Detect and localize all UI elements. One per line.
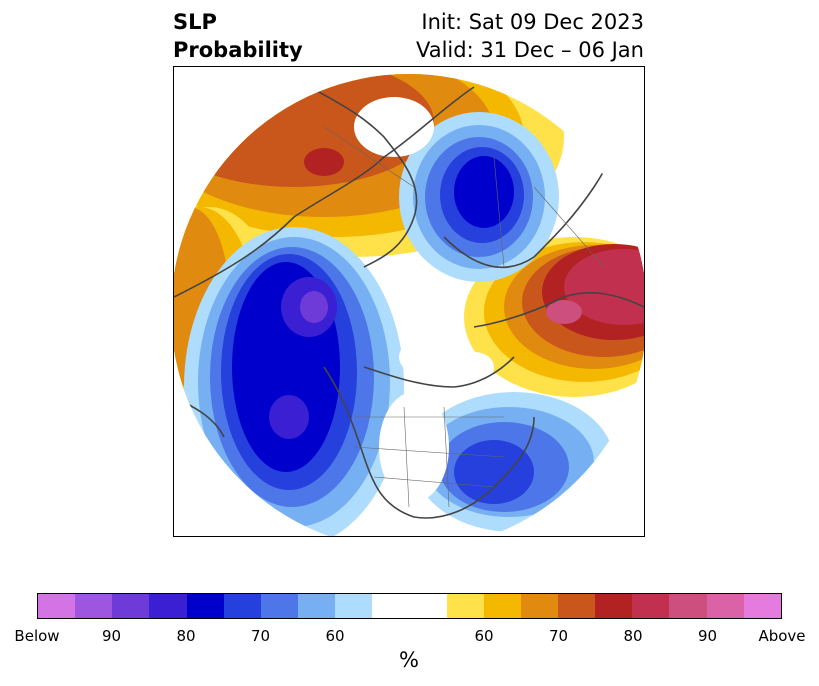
colorbar-segment [372, 594, 410, 618]
colorbar-segment [297, 594, 336, 618]
colorbar-segment [520, 594, 558, 618]
below-anomaly-polar [399, 112, 559, 282]
colorbar-segment [483, 594, 521, 618]
probability-fields [174, 74, 644, 536]
colorbar-tick-label: 60 [325, 627, 345, 645]
colorbar-tick-label: Above [758, 627, 806, 645]
colorbar-tick-label: 90 [101, 627, 122, 645]
colorbar-tick-label: 60 [474, 627, 494, 645]
colorbar-segment [595, 594, 633, 618]
colorbar-segment [557, 594, 596, 618]
colorbar-segment [149, 594, 187, 618]
colorbar-tick-label: Below [14, 627, 60, 645]
colorbar-segment [632, 594, 670, 618]
colorbar-segment [38, 594, 76, 618]
colorbar-segment [335, 594, 373, 618]
forecast-dates: Init: Sat 09 Dec 2023 Valid: 31 Dec – 06… [416, 8, 644, 64]
colorbar-segment [260, 594, 298, 618]
below-anomaly-atlantic [414, 392, 614, 532]
title-line-variable: SLP [173, 10, 217, 34]
colorbar-segment [112, 594, 150, 618]
colorbar [37, 593, 782, 619]
valid-date-range: Valid: 31 Dec – 06 Jan [415, 38, 644, 62]
below-anomaly-pacific [184, 227, 404, 536]
colorbar-tick-label: 90 [697, 627, 718, 645]
colorbar-tick-label: 70 [548, 627, 569, 645]
init-date: Init: Sat 09 Dec 2023 [421, 10, 644, 34]
land-outlines [174, 76, 644, 519]
colorbar-segment [706, 594, 744, 618]
colorbar-unit: % [399, 648, 419, 672]
title-line-type: Probability [173, 38, 303, 62]
colorbar-segment [669, 594, 707, 618]
map-title: SLP Probability [173, 8, 303, 64]
colorbar-segment [186, 594, 224, 618]
colorbar-segment [409, 594, 447, 618]
colorbar-segment [743, 594, 781, 618]
country-borders [323, 126, 605, 508]
above-anomaly-asia [464, 237, 644, 397]
map-canvas [174, 74, 644, 536]
colorbar-segment [223, 594, 261, 618]
probability-map [173, 66, 645, 537]
colorbar-tick-label: 70 [250, 627, 271, 645]
colorbar-tick-label: 80 [623, 627, 643, 645]
colorbar-segment [75, 594, 113, 618]
colorbar-tick-label: 80 [176, 627, 196, 645]
colorbar-segment [446, 594, 484, 618]
neutral-areas [354, 97, 494, 502]
